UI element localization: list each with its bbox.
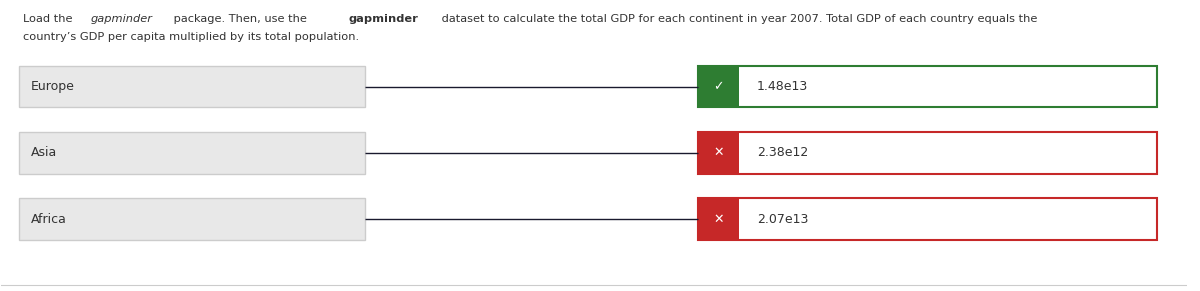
- FancyBboxPatch shape: [698, 132, 739, 174]
- Text: Africa: Africa: [31, 213, 67, 226]
- Text: 1.48e13: 1.48e13: [757, 80, 809, 93]
- FancyBboxPatch shape: [698, 132, 1157, 174]
- FancyBboxPatch shape: [19, 198, 365, 240]
- Text: 2.38e12: 2.38e12: [757, 146, 809, 159]
- Text: 2.07e13: 2.07e13: [757, 213, 809, 226]
- FancyBboxPatch shape: [698, 66, 1157, 107]
- Text: ✕: ✕: [713, 213, 724, 226]
- Text: gapminder: gapminder: [91, 14, 152, 24]
- FancyBboxPatch shape: [698, 66, 739, 107]
- Text: dataset to calculate the total GDP for each continent in year 2007. Total GDP of: dataset to calculate the total GDP for e…: [438, 14, 1037, 24]
- FancyBboxPatch shape: [19, 66, 365, 107]
- Text: gapminder: gapminder: [349, 14, 419, 24]
- FancyBboxPatch shape: [698, 198, 1157, 240]
- Text: Europe: Europe: [31, 80, 74, 93]
- FancyBboxPatch shape: [19, 132, 365, 174]
- Text: Asia: Asia: [31, 146, 58, 159]
- FancyBboxPatch shape: [698, 198, 739, 240]
- Text: package. Then, use the: package. Then, use the: [169, 14, 311, 24]
- Text: Load the: Load the: [23, 14, 77, 24]
- Text: country’s GDP per capita multiplied by its total population.: country’s GDP per capita multiplied by i…: [23, 32, 359, 42]
- Text: ✕: ✕: [713, 146, 724, 159]
- Text: ✓: ✓: [713, 80, 724, 93]
